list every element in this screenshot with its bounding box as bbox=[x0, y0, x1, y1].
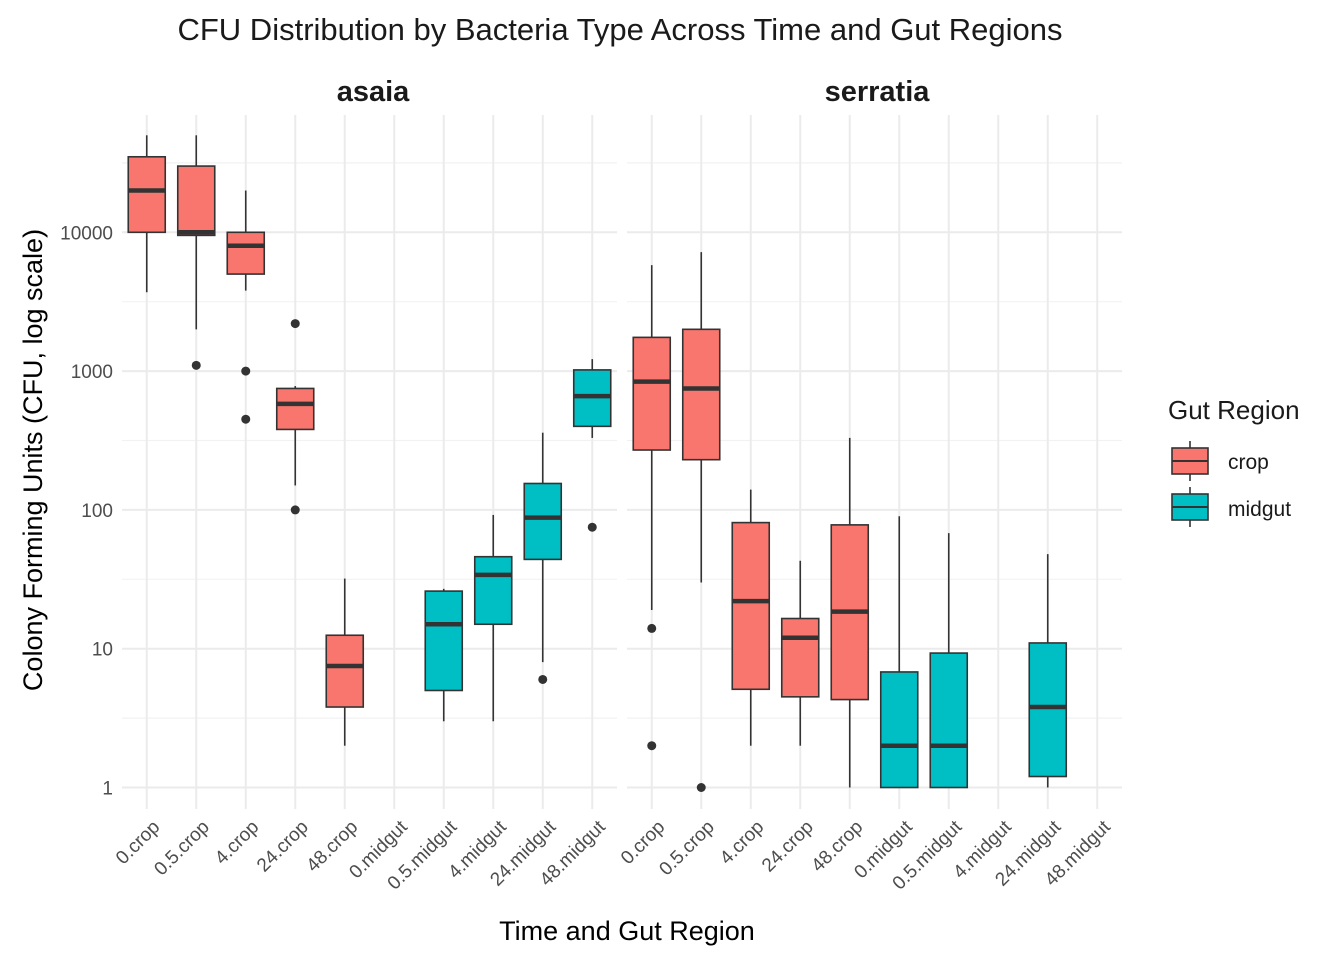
outlier-point bbox=[538, 674, 548, 684]
strip-label-serratia: serratia bbox=[825, 76, 931, 108]
box-iqr bbox=[275, 387, 315, 431]
box-asaia-48.midgut bbox=[572, 359, 612, 532]
box-asaia-48.crop bbox=[325, 578, 365, 746]
legend-title: Gut Region bbox=[1168, 395, 1300, 425]
box-asaia-0.5.crop bbox=[176, 135, 216, 370]
x-tick-labels: 0.crop0.5.crop4.crop24.crop48.crop0.midg… bbox=[617, 816, 1115, 894]
x-tick-label: 24.crop bbox=[758, 817, 818, 877]
outlier-point bbox=[290, 505, 300, 515]
x-tick-labels: 0.crop0.5.crop4.crop24.crop48.crop0.midg… bbox=[112, 816, 610, 894]
box-iqr bbox=[127, 155, 167, 234]
box-asaia-24.crop bbox=[275, 319, 315, 515]
box-serratia-0.5.midgut bbox=[929, 533, 969, 789]
y-tick-label: 1 bbox=[102, 778, 113, 799]
box-iqr bbox=[176, 165, 216, 237]
chart-title: CFU Distribution by Bacteria Type Across… bbox=[177, 12, 1062, 47]
y-tick-label: 10 bbox=[92, 640, 113, 661]
box-iqr bbox=[424, 590, 464, 692]
box-serratia-0.midgut bbox=[879, 516, 919, 789]
y-axis-title: Colony Forming Units (CFU, log scale) bbox=[18, 229, 48, 691]
box-iqr bbox=[731, 521, 771, 691]
legend-keys bbox=[1171, 441, 1209, 527]
legend-label-midgut: midgut bbox=[1228, 498, 1291, 521]
box-asaia-0.5.midgut bbox=[424, 588, 464, 722]
box-serratia-0.5.crop bbox=[681, 252, 721, 792]
outlier-point bbox=[241, 414, 251, 424]
x-tick-label: 24.crop bbox=[253, 817, 313, 877]
box-asaia-0.crop bbox=[127, 135, 167, 293]
outlier-point bbox=[696, 782, 706, 792]
box-serratia-48.crop bbox=[830, 437, 870, 788]
box-iqr bbox=[681, 328, 721, 461]
outlier-point bbox=[290, 319, 300, 329]
panel-serratia: serratia 0.crop0.5.crop4.crop24.crop48.c… bbox=[617, 76, 1122, 894]
boxplot-layer bbox=[127, 135, 612, 746]
box-iqr bbox=[929, 652, 969, 789]
outlier-point bbox=[647, 741, 657, 751]
box-iqr bbox=[632, 336, 672, 451]
strip-label-asaia: asaia bbox=[337, 76, 410, 108]
box-iqr bbox=[473, 555, 513, 626]
y-tick-label: 1000 bbox=[71, 362, 113, 383]
box-iqr bbox=[226, 231, 266, 275]
y-tick-label: 10000 bbox=[60, 223, 113, 244]
box-asaia-24.midgut bbox=[523, 432, 563, 684]
legend: Gut Region crop midgut bbox=[1168, 395, 1300, 527]
x-tick-label: 0.5.crop bbox=[655, 817, 718, 880]
box-iqr bbox=[879, 671, 919, 789]
box-iqr bbox=[1028, 642, 1068, 778]
box-iqr bbox=[325, 634, 365, 708]
legend-label-crop: crop bbox=[1228, 451, 1269, 474]
box-iqr bbox=[780, 617, 820, 698]
legend-key-crop bbox=[1171, 441, 1209, 481]
outlier-point bbox=[191, 360, 201, 370]
box-iqr bbox=[523, 482, 563, 561]
legend-key-midgut bbox=[1171, 487, 1209, 527]
panel-asaia: asaia 0.crop0.5.crop4.crop24.crop48.crop… bbox=[112, 76, 617, 894]
box-serratia-24.midgut bbox=[1028, 554, 1068, 788]
y-tick-label: 100 bbox=[81, 501, 113, 522]
box-asaia-4.midgut bbox=[473, 514, 513, 722]
box-serratia-24.crop bbox=[780, 560, 820, 746]
x-tick-label: 0.5.crop bbox=[150, 817, 213, 880]
box-serratia-4.crop bbox=[731, 489, 771, 746]
box-serratia-0.crop bbox=[632, 265, 672, 751]
outlier-point bbox=[647, 623, 657, 633]
boxplot-layer bbox=[632, 252, 1068, 792]
outlier-point bbox=[587, 522, 597, 532]
outlier-point bbox=[241, 366, 251, 376]
box-asaia-4.crop bbox=[226, 190, 266, 424]
y-tick-labels: 1 10 100 1000 10000 bbox=[60, 223, 113, 799]
x-axis-title: Time and Gut Region bbox=[499, 916, 755, 946]
